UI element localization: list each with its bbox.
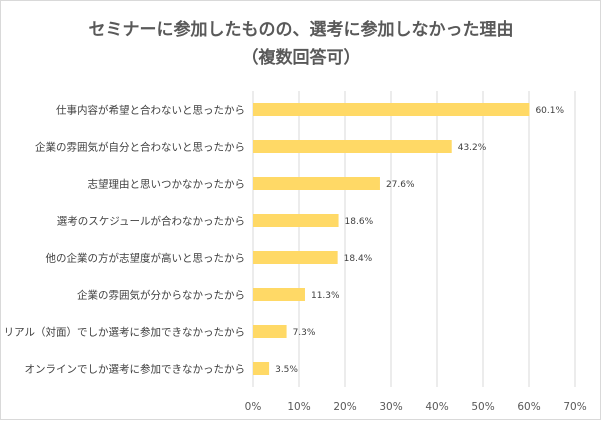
x-axis-ticks: 0% 10% 20% 30% 40% 50% 60% 70%: [245, 401, 587, 413]
bars: 60.1% 43.2% 27.6% 18.6% 18.4% 11.3% 7.3% 3.5%: [253, 103, 564, 375]
chart-title: セミナーに参加したものの、選考に参加しなかった理由: [89, 19, 514, 40]
bar: [253, 325, 287, 338]
data-label: 43.2%: [458, 143, 487, 153]
x-tick-label: 0%: [245, 401, 262, 413]
x-tick-label: 10%: [287, 401, 310, 413]
x-tick-label: 40%: [425, 401, 448, 413]
category-label: 志望理由と思いつかなかったから: [88, 178, 246, 191]
bar: [253, 362, 270, 375]
data-label: 60.1%: [535, 106, 564, 116]
x-tick-label: 50%: [471, 401, 494, 413]
category-label: 仕事内容が希望と合わないと思ったから: [56, 104, 245, 117]
chart-subtitle: （複数回答可）: [242, 47, 361, 68]
category-label: 企業の雰囲気が分からなかったから: [77, 289, 245, 302]
bar: [253, 288, 305, 301]
data-label: 27.6%: [386, 180, 415, 190]
x-tick-label: 30%: [379, 401, 402, 413]
gridlines: [252, 91, 576, 387]
data-label: 3.5%: [275, 365, 298, 375]
data-label: 18.6%: [345, 217, 374, 227]
bar: [253, 251, 338, 264]
category-labels: 仕事内容が希望と合わないと思ったから企業の雰囲気が自分と合わないと思ったから志望…: [4, 104, 245, 376]
data-label: 11.3%: [311, 291, 340, 301]
data-label: 18.4%: [344, 254, 373, 264]
bar: [253, 103, 530, 116]
data-label: 7.3%: [293, 328, 316, 338]
category-label: 他の企業の方が志望度が高いと思ったから: [46, 252, 246, 265]
category-label: リアル（対面）でしか選考に参加できなかったから: [4, 326, 245, 339]
bar: [253, 140, 452, 153]
bar: [253, 177, 380, 190]
bar: [253, 214, 339, 227]
category-label: オンラインでしか選考に参加できなかったから: [25, 363, 246, 376]
x-tick-label: 20%: [333, 401, 356, 413]
x-tick-label: 70%: [563, 401, 586, 413]
category-label: 選考のスケジュールが合わなかったから: [57, 215, 245, 228]
category-label: 企業の雰囲気が自分と合わないと思ったから: [35, 141, 245, 154]
x-tick-label: 60%: [517, 401, 540, 413]
